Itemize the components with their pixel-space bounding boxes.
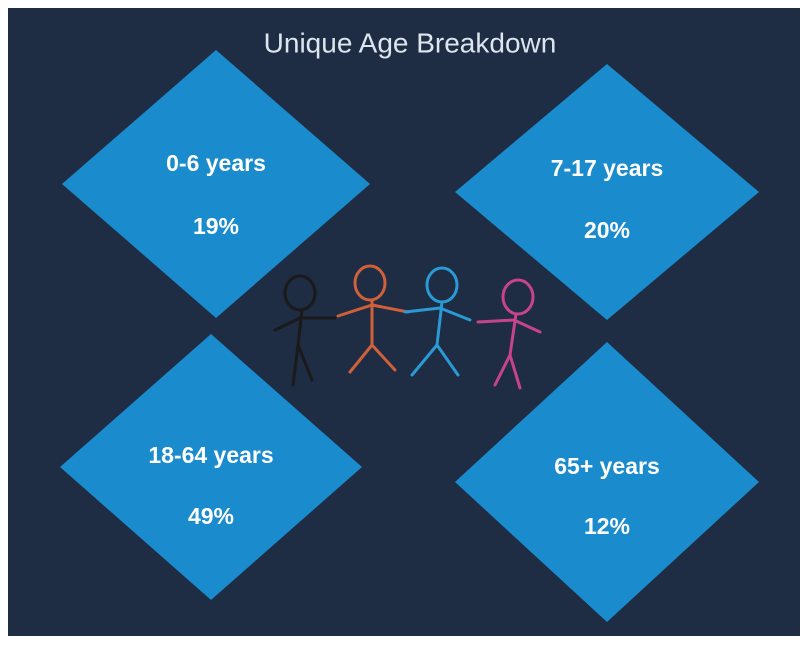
group-share: 49% <box>188 503 234 529</box>
figure-black <box>273 274 337 387</box>
age-group: 65+ years 12% <box>455 342 759 622</box>
diamond <box>60 334 362 600</box>
group-share: 12% <box>584 513 630 539</box>
group-share: 19% <box>193 213 239 239</box>
group-label: 18-64 years <box>148 442 273 468</box>
diamond <box>455 64 759 320</box>
group-label: 65+ years <box>554 453 660 479</box>
figure-blue <box>403 266 472 377</box>
group-share: 20% <box>584 217 630 243</box>
group-label: 7-17 years <box>551 155 664 181</box>
diamond <box>455 342 759 622</box>
group-label: 0-6 years <box>166 150 266 176</box>
age-group: 7-17 years 20% <box>455 64 759 320</box>
figure-pink <box>476 278 542 390</box>
title: Unique Age Breakdown <box>264 27 557 58</box>
figure-orange <box>336 264 410 374</box>
stick-figures <box>273 264 542 390</box>
age-group: 18-64 years 49% <box>60 334 362 600</box>
diamond <box>62 50 370 318</box>
age-group: 0-6 years 19% <box>62 50 370 318</box>
